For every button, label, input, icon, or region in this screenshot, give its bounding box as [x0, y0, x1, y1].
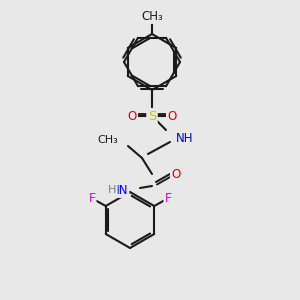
Text: O: O: [128, 110, 136, 122]
Text: NH: NH: [176, 131, 194, 145]
Text: O: O: [167, 110, 177, 122]
Text: S: S: [148, 110, 156, 122]
Text: HN: HN: [110, 184, 128, 196]
Text: CH₃: CH₃: [141, 10, 163, 22]
Text: O: O: [171, 167, 181, 181]
Text: F: F: [165, 193, 172, 206]
Text: F: F: [88, 193, 95, 206]
Text: H: H: [108, 185, 116, 195]
Text: CH₃: CH₃: [97, 135, 118, 145]
